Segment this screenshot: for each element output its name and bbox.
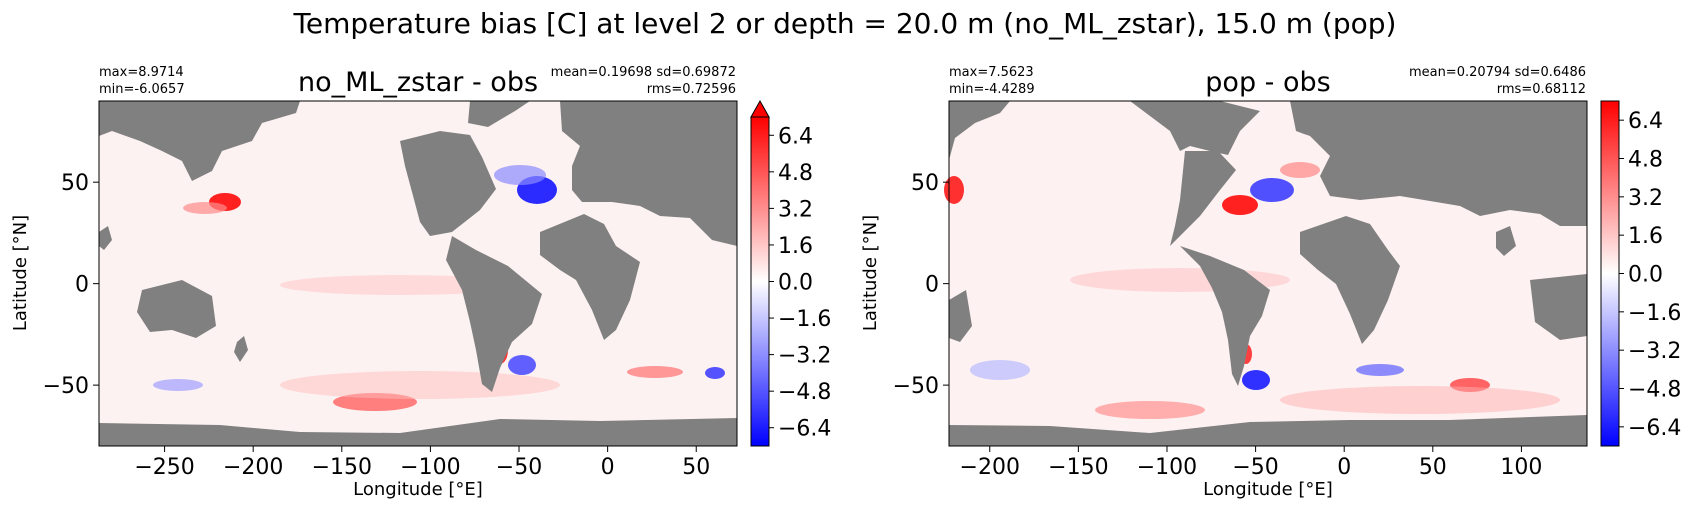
x-tick-label: 0 xyxy=(1337,455,1351,480)
figure-suptitle: Temperature bias [C] at level 2 or depth… xyxy=(293,7,1397,40)
x-tick-label: 50 xyxy=(682,455,710,480)
stat-min: min=-6.0657 xyxy=(99,82,185,97)
x-tick-label: −100 xyxy=(1137,455,1197,480)
colorbar-tick-label: −4.8 xyxy=(1628,378,1681,403)
panel-no-ml-zstar: no_ML_zstar - obs max=8.9714 min=-6.0657… xyxy=(10,65,831,500)
y-axis-label: Latitude [°N] xyxy=(860,215,881,331)
land-mask xyxy=(99,101,737,446)
colorbar-tick-label: 4.8 xyxy=(778,161,813,186)
x-axis-label: Longitude [°E] xyxy=(1203,479,1333,500)
y-axis: −50 0 50 xyxy=(43,171,99,399)
y-tick-label: 0 xyxy=(925,273,939,298)
colorbar-tick-label: 4.8 xyxy=(1628,148,1663,173)
x-tick-label: −200 xyxy=(960,455,1020,480)
stat-rms: rms=0.72596 xyxy=(647,82,736,97)
stat-rms: rms=0.68112 xyxy=(1497,82,1586,97)
colorbar-tick-label: −3.2 xyxy=(778,344,831,369)
colorbar-extend-arrow xyxy=(750,99,770,118)
colorbar-ticks: 6.4 4.8 3.2 1.6 0.0 −1.6 −3.2 −4.8 −6.4 xyxy=(1619,109,1681,441)
x-tick-label: −50 xyxy=(496,455,542,480)
map-frame xyxy=(948,100,1588,447)
colorbar-tick-label: 0.0 xyxy=(1628,263,1663,288)
colorbar-tick-label: 1.6 xyxy=(1628,224,1663,249)
map-plot-area xyxy=(944,100,1588,447)
land-mask xyxy=(949,101,1587,446)
stat-max: max=7.5623 xyxy=(949,65,1034,80)
colorbar-tick-label: −3.2 xyxy=(1628,339,1681,364)
colorbar-gradient xyxy=(1600,100,1620,447)
x-tick-label: −50 xyxy=(1232,455,1278,480)
colorbar-tick-label: 0.0 xyxy=(778,271,813,296)
colorbar-ticks: 6.4 4.8 3.2 1.6 0.0 −1.6 −3.2 −4.8 −6.4 xyxy=(769,124,831,442)
colorbar-tick-label: −6.4 xyxy=(778,417,831,442)
colorbar: 6.4 4.8 3.2 1.6 0.0 −1.6 −3.2 −4.8 −6.4 xyxy=(1600,100,1681,447)
x-axis-label: Longitude [°E] xyxy=(353,479,483,500)
colorbar-gradient xyxy=(750,116,770,447)
x-tick-label: 100 xyxy=(1500,455,1542,480)
colorbar-tick-label: −1.6 xyxy=(778,307,831,332)
colorbar-tick-label: 6.4 xyxy=(778,124,813,149)
colorbar-tick-label: −1.6 xyxy=(1628,301,1681,326)
x-tick-label: 0 xyxy=(601,455,615,480)
stat-mean-sd: mean=0.20794 sd=0.6486 xyxy=(1409,65,1586,80)
x-tick-label: −150 xyxy=(312,455,372,480)
colorbar-tick-label: 6.4 xyxy=(1628,109,1663,134)
colorbar-tick-label: 3.2 xyxy=(778,197,813,222)
x-tick-label: −250 xyxy=(134,455,194,480)
colorbar: 6.4 4.8 3.2 1.6 0.0 −1.6 −3.2 −4.8 −6.4 xyxy=(750,99,831,447)
map-plot-area xyxy=(98,100,738,447)
y-tick-label: 50 xyxy=(911,171,939,196)
x-tick-label: −150 xyxy=(1048,455,1108,480)
stat-min: min=-4.4289 xyxy=(949,82,1035,97)
map-frame xyxy=(98,100,738,447)
colorbar-tick-label: −6.4 xyxy=(1628,416,1681,441)
y-axis: −50 0 50 xyxy=(893,171,949,399)
y-tick-label: 50 xyxy=(61,171,89,196)
stat-mean-sd: mean=0.19698 sd=0.69872 xyxy=(551,65,736,80)
panel-pop: pop - obs max=7.5623 min=-4.4289 mean=0.… xyxy=(860,65,1681,500)
stat-max: max=8.9714 xyxy=(99,65,184,80)
y-tick-label: −50 xyxy=(43,374,89,399)
y-tick-label: −50 xyxy=(893,374,939,399)
panel-title: pop - obs xyxy=(1205,67,1330,98)
y-tick-label: 0 xyxy=(75,273,89,298)
colorbar-tick-label: −4.8 xyxy=(778,380,831,405)
x-tick-label: 50 xyxy=(1419,455,1447,480)
y-axis-label: Latitude [°N] xyxy=(10,215,31,331)
x-tick-label: −100 xyxy=(400,455,460,480)
x-tick-label: −200 xyxy=(223,455,283,480)
panel-title: no_ML_zstar - obs xyxy=(298,67,538,98)
x-axis: −200 −150 −100 −50 0 50 100 xyxy=(960,446,1542,480)
colorbar-tick-label: 3.2 xyxy=(1628,186,1663,211)
colorbar-tick-label: 1.6 xyxy=(778,234,813,259)
x-axis: −250 −200 −150 −100 −50 0 50 xyxy=(134,446,710,480)
